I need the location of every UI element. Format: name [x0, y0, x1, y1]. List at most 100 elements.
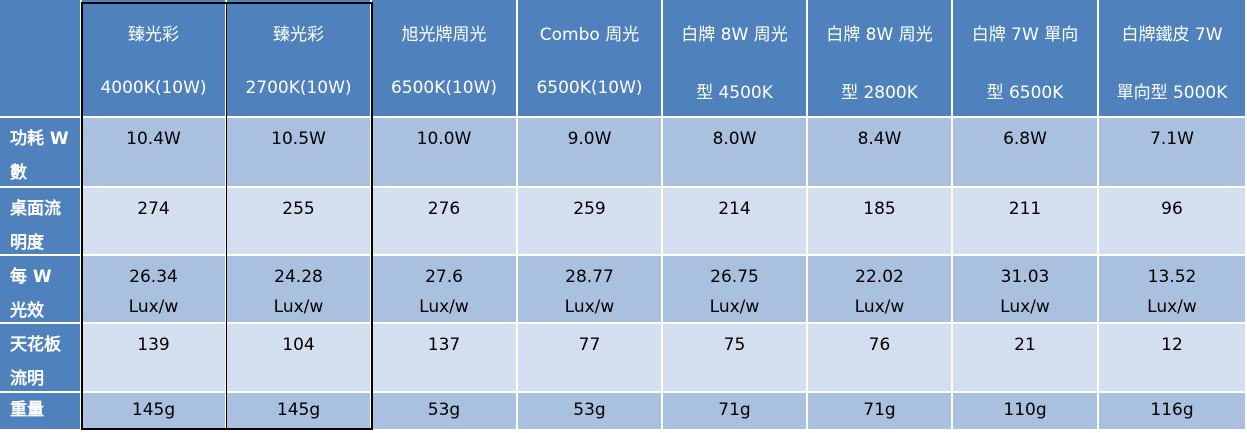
header-text: 4000K(10W) — [100, 78, 207, 98]
cell-text: 24.28 — [274, 267, 323, 287]
cell-text: 110g — [1003, 400, 1047, 420]
cell-text: 31.03 — [1000, 267, 1050, 287]
header-text: 白牌 8W 周光 — [826, 25, 933, 45]
cell-text: 185 — [863, 199, 896, 219]
row-label: 每 W 光效 — [0, 256, 82, 324]
cell: 13.52 Lux/w — [1099, 256, 1247, 324]
cell-text: Lux/w — [419, 297, 469, 317]
header-text: 2700K(10W) — [245, 78, 352, 98]
cell: 104 — [227, 324, 372, 393]
cell-text: 6.8W — [1003, 129, 1047, 149]
column-header: 白牌 8W 周光型 4500K — [663, 0, 808, 118]
cell-text: Lux/w — [854, 297, 905, 317]
header-text: 白牌 8W 周光 — [681, 25, 788, 45]
row-label: 重量 — [0, 393, 82, 431]
row-label-text: 每 W — [10, 267, 52, 287]
cell-text: 10.4W — [126, 129, 181, 149]
cell-text: Lux/w — [1000, 297, 1050, 317]
cell-text: 26.34 — [129, 267, 178, 287]
cell-text: Lux/w — [128, 297, 179, 317]
header-text: 6500K(10W) — [536, 78, 643, 98]
cell-text: 77 — [578, 335, 601, 355]
cell: 9.0W — [518, 118, 663, 188]
cell-text: 8.4W — [857, 129, 902, 149]
header-text: 型 2800K — [841, 83, 918, 103]
cell-text: 145g — [131, 400, 176, 420]
cell: 96 — [1099, 188, 1247, 256]
header-text: 臻光彩 — [273, 25, 324, 45]
cell: 77 — [518, 324, 663, 393]
cell-text: 28.77 — [565, 267, 614, 287]
cell: 27.6 Lux/w — [372, 256, 518, 324]
cell-text: 255 — [282, 199, 315, 219]
cell-text: 22.02 — [855, 267, 904, 287]
header-text: 型 4500K — [696, 83, 773, 103]
cell: 139 — [82, 324, 227, 393]
cell: 137 — [372, 324, 518, 393]
cell-text: 9.0W — [567, 129, 612, 149]
corner — [0, 0, 82, 118]
header-text: 6500K(10W) — [390, 78, 498, 98]
cell-text: 96 — [1161, 199, 1183, 219]
row-label-text: 流明 — [10, 369, 44, 389]
cell-text: 71g — [718, 400, 751, 420]
cell: 76 — [808, 324, 953, 393]
cell-text: 26.75 — [710, 267, 759, 287]
cell-text: 211 — [1008, 199, 1042, 219]
header-text: 型 6500K — [986, 83, 1064, 103]
row-label-text: 桌面流 — [10, 199, 61, 219]
cell: 274 — [82, 188, 227, 256]
cell: 8.4W — [808, 118, 953, 188]
highlight-box — [81, 2, 373, 430]
column-header: 白牌鐵皮 7W 單向型 5000K — [1099, 0, 1247, 118]
cell-text: 71g — [863, 400, 896, 420]
cell-text: Lux/w — [564, 297, 615, 317]
cell: 211 — [953, 188, 1099, 256]
cell-text: 214 — [718, 199, 751, 219]
cell-text: Lux/w — [1147, 297, 1197, 317]
cell: 22.02 Lux/w — [808, 256, 953, 324]
cell: 31.03 Lux/w — [953, 256, 1099, 324]
row-label-text: 功耗 W — [10, 129, 69, 149]
cell: 24.28 Lux/w — [227, 256, 372, 324]
cell: 21 — [953, 324, 1099, 393]
cell-text: 12 — [1161, 335, 1183, 355]
cell: 214 — [663, 188, 808, 256]
cell-text: 21 — [1014, 335, 1036, 355]
row-label: 天花板 流明 — [0, 324, 82, 393]
header-text: 旭光牌周光 — [401, 25, 487, 45]
row-label-text: 光效 — [10, 301, 44, 321]
column-header: 旭光牌周光 6500K(10W) — [372, 0, 518, 118]
cell: 10.5W — [227, 118, 372, 188]
cell: 10.4W — [82, 118, 227, 188]
row-label-text: 天花板 — [10, 335, 61, 355]
cell: 71g — [663, 393, 808, 431]
cell-text: 53g — [427, 400, 461, 420]
cell-text: 76 — [868, 335, 891, 355]
header-text: 白牌 7W 單向 — [971, 25, 1079, 45]
cell-text: 276 — [427, 199, 461, 219]
row-label: 功耗 W 數 — [0, 118, 82, 188]
header-text: 白牌鐵皮 7W — [1121, 25, 1223, 45]
cell: 255 — [227, 188, 372, 256]
cell-text: 10.5W — [271, 129, 326, 149]
cell-text: 274 — [137, 199, 170, 219]
cell: 8.0W — [663, 118, 808, 188]
cell-text: 145g — [276, 400, 321, 420]
column-header: 白牌 8W 周光型 2800K — [808, 0, 953, 118]
cell-text: 75 — [723, 335, 746, 355]
header-text: 臻光彩 — [128, 25, 179, 45]
column-header: 臻光彩 4000K(10W) — [82, 0, 227, 118]
row-label-text: 重量 — [10, 400, 44, 420]
row-label-text: 明度 — [10, 233, 44, 253]
cell: 53g — [518, 393, 663, 431]
cell: 145g — [82, 393, 227, 431]
cell: 26.34 Lux/w — [82, 256, 227, 324]
cell: 259 — [518, 188, 663, 256]
cell: 10.0W — [372, 118, 518, 188]
cell-text: 139 — [137, 335, 170, 355]
column-header: 白牌 7W 單向型 6500K — [953, 0, 1099, 118]
cell: 185 — [808, 188, 953, 256]
highlight-divider — [226, 2, 227, 430]
